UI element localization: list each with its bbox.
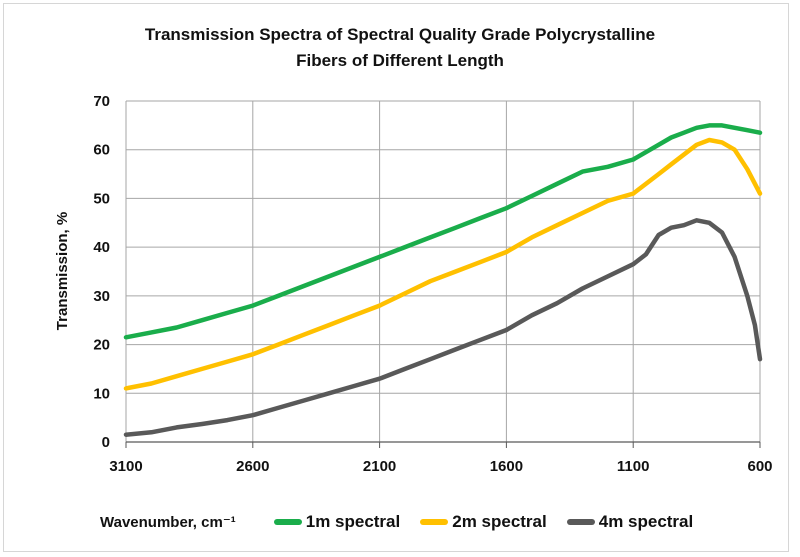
x-tick-label-2100: 2100 <box>363 458 396 475</box>
chart-frame <box>3 3 789 552</box>
y-tick-labels: 0 10 20 30 40 50 60 70 <box>93 93 110 451</box>
x-tick-label-2600: 2600 <box>236 458 269 475</box>
legend-label-2m: 2m spectral <box>452 512 547 531</box>
legend-swatch-2m <box>420 519 449 525</box>
axes <box>125 441 761 448</box>
x-tick-label-600: 600 <box>747 458 772 475</box>
legend-entry-4m: 4m spectral <box>566 512 694 532</box>
y-tick-label-70: 70 <box>93 93 110 110</box>
series-line-1m-spectral <box>123 123 763 340</box>
series-lines <box>123 123 763 437</box>
y-tick-label-60: 60 <box>93 142 110 159</box>
x-tick-label-1100: 1100 <box>617 458 650 475</box>
x-tick-label-3100: 3100 <box>109 458 142 475</box>
x-axis-label: Wavenumber, cm⁻¹ <box>100 514 236 531</box>
y-tick-label-30: 30 <box>93 288 110 305</box>
series-line-2m-spectral <box>123 137 763 391</box>
legend: Wavenumber, cm⁻¹ 1m spectral 2m spectral… <box>100 510 713 534</box>
chart-title-line-1: Transmission Spectra of Spectral Quality… <box>144 25 656 44</box>
legend-label-1m: 1m spectral <box>305 512 401 531</box>
y-tick-label-20: 20 <box>93 337 110 354</box>
x-tick-labels: 3100 2600 2100 1600 1100 600 <box>109 458 772 475</box>
y-axis-label: Transmission, % <box>54 212 71 330</box>
y-tick-label-10: 10 <box>93 385 110 402</box>
legend-entry-2m: 2m spectral <box>420 512 547 532</box>
y-tick-label-0: 0 <box>102 434 110 451</box>
grid-lines <box>125 100 761 442</box>
chart-title: Transmission Spectra of Spectral Quality… <box>0 22 800 74</box>
chart-title-line-2: Fibers of Different Length <box>296 51 504 70</box>
y-tick-label-50: 50 <box>93 190 110 207</box>
x-tick-label-1600: 1600 <box>490 458 523 475</box>
legend-label-4m: 4m spectral <box>598 512 694 531</box>
y-tick-label-40: 40 <box>93 239 110 256</box>
legend-swatch-4m <box>566 519 595 525</box>
legend-swatch-1m <box>273 519 302 525</box>
series-line-4m-spectral <box>123 218 763 437</box>
legend-entry-1m: 1m spectral <box>273 512 401 532</box>
